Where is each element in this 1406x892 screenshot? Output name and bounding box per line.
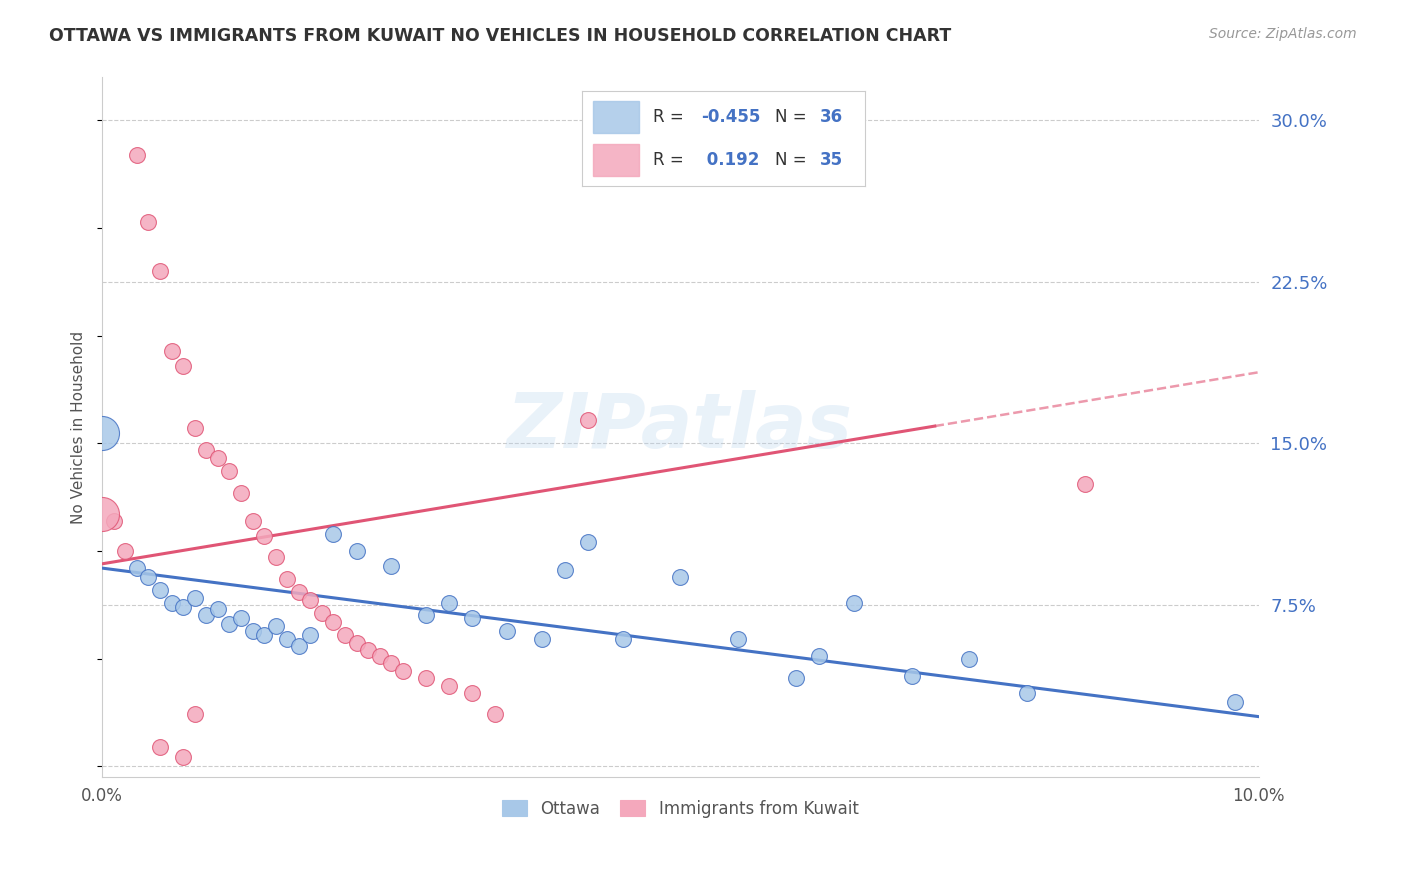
Point — [207, 602, 229, 616]
Point — [264, 619, 287, 633]
Point — [160, 596, 183, 610]
Point — [322, 615, 344, 629]
Point — [288, 639, 311, 653]
Point — [415, 671, 437, 685]
Point — [311, 607, 333, 621]
Text: OTTAWA VS IMMIGRANTS FROM KUWAIT NO VEHICLES IN HOUSEHOLD CORRELATION CHART: OTTAWA VS IMMIGRANTS FROM KUWAIT NO VEHI… — [49, 27, 952, 45]
Point — [195, 608, 218, 623]
Point — [669, 570, 692, 584]
Point — [276, 572, 298, 586]
Point — [138, 570, 160, 584]
Point — [288, 584, 311, 599]
Text: ZIPatlas: ZIPatlas — [508, 390, 853, 464]
Point — [218, 617, 240, 632]
Point — [368, 649, 391, 664]
Point — [380, 558, 402, 573]
Point — [149, 739, 172, 754]
Point — [114, 544, 136, 558]
Y-axis label: No Vehicles in Household: No Vehicles in Household — [72, 331, 86, 524]
Point — [183, 707, 205, 722]
Point — [1017, 686, 1039, 700]
Point — [229, 485, 252, 500]
Point — [576, 412, 599, 426]
Point — [437, 596, 460, 610]
Point — [346, 636, 368, 650]
Point — [172, 750, 194, 764]
Point — [333, 628, 356, 642]
Point — [900, 669, 922, 683]
Point — [461, 686, 484, 700]
Point — [842, 596, 865, 610]
Point — [299, 628, 322, 642]
Point — [346, 544, 368, 558]
Point — [138, 214, 160, 228]
Point — [264, 550, 287, 565]
Legend: Ottawa, Immigrants from Kuwait: Ottawa, Immigrants from Kuwait — [495, 793, 865, 824]
Point — [437, 680, 460, 694]
Point — [242, 514, 264, 528]
Point — [149, 582, 172, 597]
Point — [172, 359, 194, 373]
Point — [357, 643, 380, 657]
Point — [183, 591, 205, 606]
Text: Source: ZipAtlas.com: Source: ZipAtlas.com — [1209, 27, 1357, 41]
Point — [530, 632, 553, 647]
Point — [380, 656, 402, 670]
Point — [242, 624, 264, 638]
Point — [160, 343, 183, 358]
Point — [808, 649, 831, 664]
Point — [785, 671, 807, 685]
Point — [149, 264, 172, 278]
Point — [218, 464, 240, 478]
Point — [172, 599, 194, 614]
Point — [1225, 694, 1247, 708]
Point — [253, 628, 276, 642]
Point — [103, 514, 125, 528]
Point — [276, 632, 298, 647]
Point — [1074, 477, 1097, 491]
Point — [496, 624, 519, 638]
Point — [576, 535, 599, 549]
Point — [299, 593, 322, 607]
Point — [727, 632, 749, 647]
Point — [229, 610, 252, 624]
Point — [959, 651, 981, 665]
Point — [554, 563, 576, 577]
Point — [125, 561, 148, 575]
Point — [125, 148, 148, 162]
Point — [461, 610, 484, 624]
Point — [415, 608, 437, 623]
Point — [322, 526, 344, 541]
Point — [253, 529, 276, 543]
Point — [484, 707, 506, 722]
Point — [91, 508, 114, 522]
Point — [195, 442, 218, 457]
Point — [91, 425, 114, 440]
Point — [207, 451, 229, 466]
Point — [612, 632, 634, 647]
Point — [183, 421, 205, 435]
Point — [392, 665, 415, 679]
